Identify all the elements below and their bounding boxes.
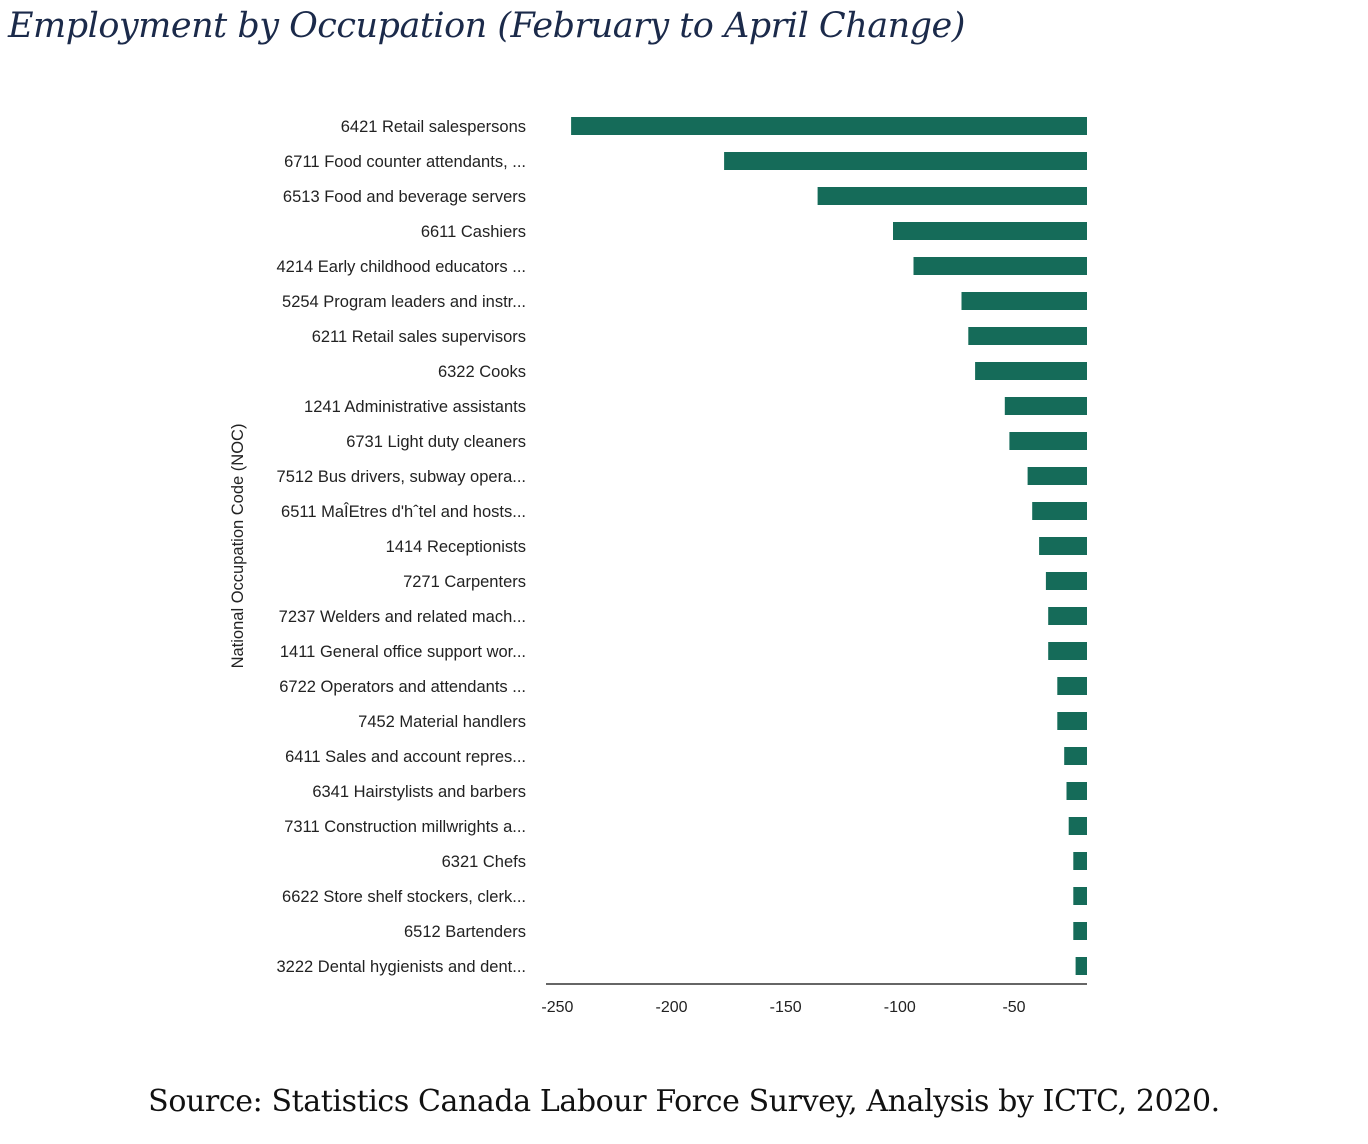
category-label: 6411 Sales and account repres... bbox=[285, 748, 526, 766]
source-note: Source: Statistics Canada Labour Force S… bbox=[148, 1084, 1220, 1119]
category-label: 6511 MaÎEtres d'hˆtel and hosts... bbox=[281, 502, 526, 521]
bar bbox=[1073, 887, 1087, 905]
bar bbox=[1064, 747, 1087, 765]
category-label: 7452 Material handlers bbox=[358, 713, 526, 731]
bar bbox=[571, 117, 1087, 135]
bar bbox=[1048, 607, 1087, 625]
category-labels: 6421 Retail salespersons 6711 Food counte… bbox=[276, 118, 526, 976]
x-tick-label: -150 bbox=[770, 999, 802, 1016]
bars-group bbox=[571, 117, 1087, 975]
category-label: 6722 Operators and attendants ... bbox=[279, 678, 526, 696]
bar bbox=[1009, 432, 1087, 450]
bar bbox=[1075, 957, 1087, 975]
bar bbox=[1073, 852, 1087, 870]
bar bbox=[1048, 642, 1087, 660]
bar bbox=[724, 152, 1087, 170]
bar bbox=[1045, 572, 1087, 590]
bar bbox=[1066, 782, 1087, 800]
category-label: 6513 Food and beverage servers bbox=[283, 188, 526, 206]
category-label: 6711 Food counter attendants, ... bbox=[284, 153, 526, 171]
bar bbox=[1068, 817, 1087, 835]
category-label: 6211 Retail sales supervisors bbox=[312, 328, 526, 346]
bar-chart: 6421 Retail salespersons 6711 Food counte… bbox=[229, 117, 1087, 1016]
y-axis-title: National Occupation Code (NOC) bbox=[229, 424, 247, 669]
x-axis-ticks: -250 -200 -150 -100 -50 bbox=[541, 999, 1025, 1016]
bar bbox=[1057, 677, 1087, 695]
bar bbox=[1032, 502, 1087, 520]
category-label: 4214 Early childhood educators ... bbox=[277, 258, 527, 276]
category-label: 6622 Store shelf stockers, clerk... bbox=[282, 888, 526, 906]
category-label: 7512 Bus drivers, subway opera... bbox=[277, 468, 526, 486]
bar bbox=[1039, 537, 1087, 555]
bar bbox=[975, 362, 1087, 380]
x-tick-label: -200 bbox=[655, 999, 687, 1016]
category-label: 1411 General office support wor... bbox=[280, 643, 526, 661]
category-label: 1414 Receptionists bbox=[386, 538, 526, 556]
bar bbox=[961, 292, 1087, 310]
category-label: 6512 Bartenders bbox=[404, 923, 526, 941]
category-label: 3222 Dental hygienists and dent... bbox=[276, 958, 526, 976]
category-label: 7311 Construction millwrights a... bbox=[284, 818, 526, 836]
bar bbox=[1073, 922, 1087, 940]
category-label: 6322 Cooks bbox=[438, 363, 526, 381]
bar bbox=[817, 187, 1087, 205]
category-label: 5254 Program leaders and instr... bbox=[282, 293, 526, 311]
bar bbox=[968, 327, 1087, 345]
bar bbox=[913, 257, 1087, 275]
category-label: 7271 Carpenters bbox=[403, 573, 526, 591]
category-label: 1241 Administrative assistants bbox=[304, 398, 526, 416]
category-label: 6321 Chefs bbox=[442, 853, 526, 871]
chart-title: Employment by Occupation (February to Ap… bbox=[8, 6, 965, 46]
category-label: 6421 Retail salespersons bbox=[341, 118, 526, 136]
bar bbox=[1057, 712, 1087, 730]
category-label: 6731 Light duty cleaners bbox=[346, 433, 526, 451]
bar bbox=[1004, 397, 1087, 415]
bar bbox=[1027, 467, 1087, 485]
x-tick-label: -250 bbox=[541, 999, 573, 1016]
x-tick-label: -100 bbox=[884, 999, 916, 1016]
x-tick-label: -50 bbox=[1002, 999, 1025, 1016]
bar bbox=[893, 222, 1087, 240]
category-label: 6611 Cashiers bbox=[421, 223, 526, 241]
category-label: 7237 Welders and related mach... bbox=[279, 608, 526, 626]
category-label: 6341 Hairstylists and barbers bbox=[312, 783, 526, 801]
